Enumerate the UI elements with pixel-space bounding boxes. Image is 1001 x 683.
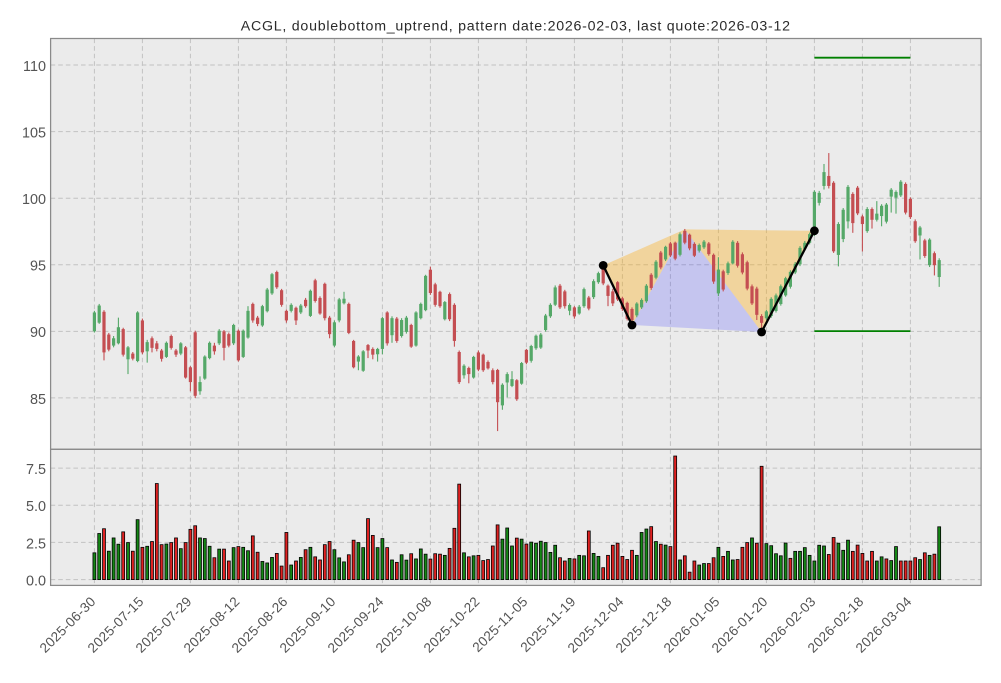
svg-text:5.0: 5.0 [26,499,46,515]
svg-text:ACGL, doublebottom_uptrend, pa: ACGL, doublebottom_uptrend, pattern date… [241,19,791,35]
svg-text:110: 110 [23,59,46,75]
svg-text:0.0: 0.0 [26,574,46,590]
svg-text:95: 95 [30,259,46,275]
svg-text:2.5: 2.5 [26,536,46,552]
svg-text:90: 90 [30,325,46,341]
svg-text:100: 100 [22,192,46,208]
svg-text:7.5: 7.5 [26,462,46,478]
svg-text:105: 105 [22,126,46,142]
svg-text:85: 85 [30,392,46,408]
